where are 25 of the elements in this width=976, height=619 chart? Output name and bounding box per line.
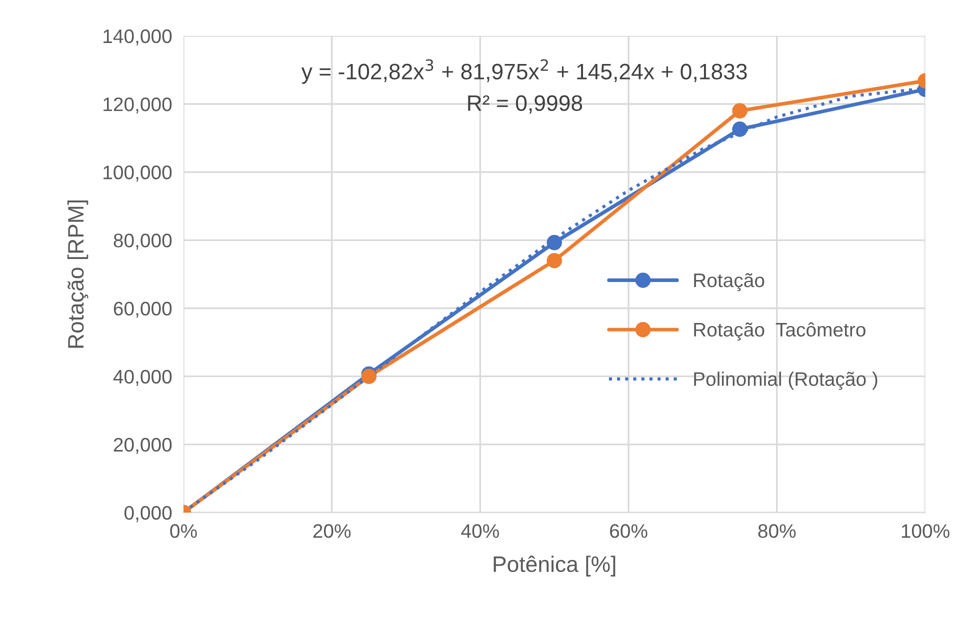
x-axis-title: Potênica [%] (494, 556, 616, 576)
y-tick-label: 0,000 (124, 506, 172, 522)
annotation: y = -102,82x$^{3}$ + 81,975x$^{2}$ + 145,24x + 0,1833 (301, 59, 747, 84)
annotation: R² = 0,9998 (468, 95, 582, 114)
y-axis-title: Rotação [RPM] (67, 200, 88, 348)
y-tick-label: 120,000 (104, 97, 172, 114)
x-tick-label: 80% (758, 524, 796, 538)
x-tick-label: 100% (902, 524, 950, 538)
y-tick-label: 100,000 (104, 166, 172, 182)
point (546, 234, 562, 250)
point (732, 122, 748, 137)
y-tick-label: 60,000 (114, 302, 172, 318)
legend-label: Rotação Tacômetro (694, 322, 866, 341)
legend-label: Rotação (694, 273, 764, 292)
legend-label: Polinomial (Rotação ) (694, 372, 878, 390)
y-tick-label: 20,000 (114, 438, 172, 454)
point (546, 252, 562, 268)
x-tick-label: 40% (461, 524, 499, 538)
point (732, 103, 748, 118)
y-tick-label: 80,000 (114, 234, 172, 250)
y-tick-label: 140,000 (104, 29, 172, 46)
x-tick-label: 20% (313, 524, 351, 538)
x-tick-label: 60% (610, 524, 648, 538)
y-tick-label: 40,000 (113, 370, 172, 386)
x-tick-label: 0% (170, 524, 197, 538)
